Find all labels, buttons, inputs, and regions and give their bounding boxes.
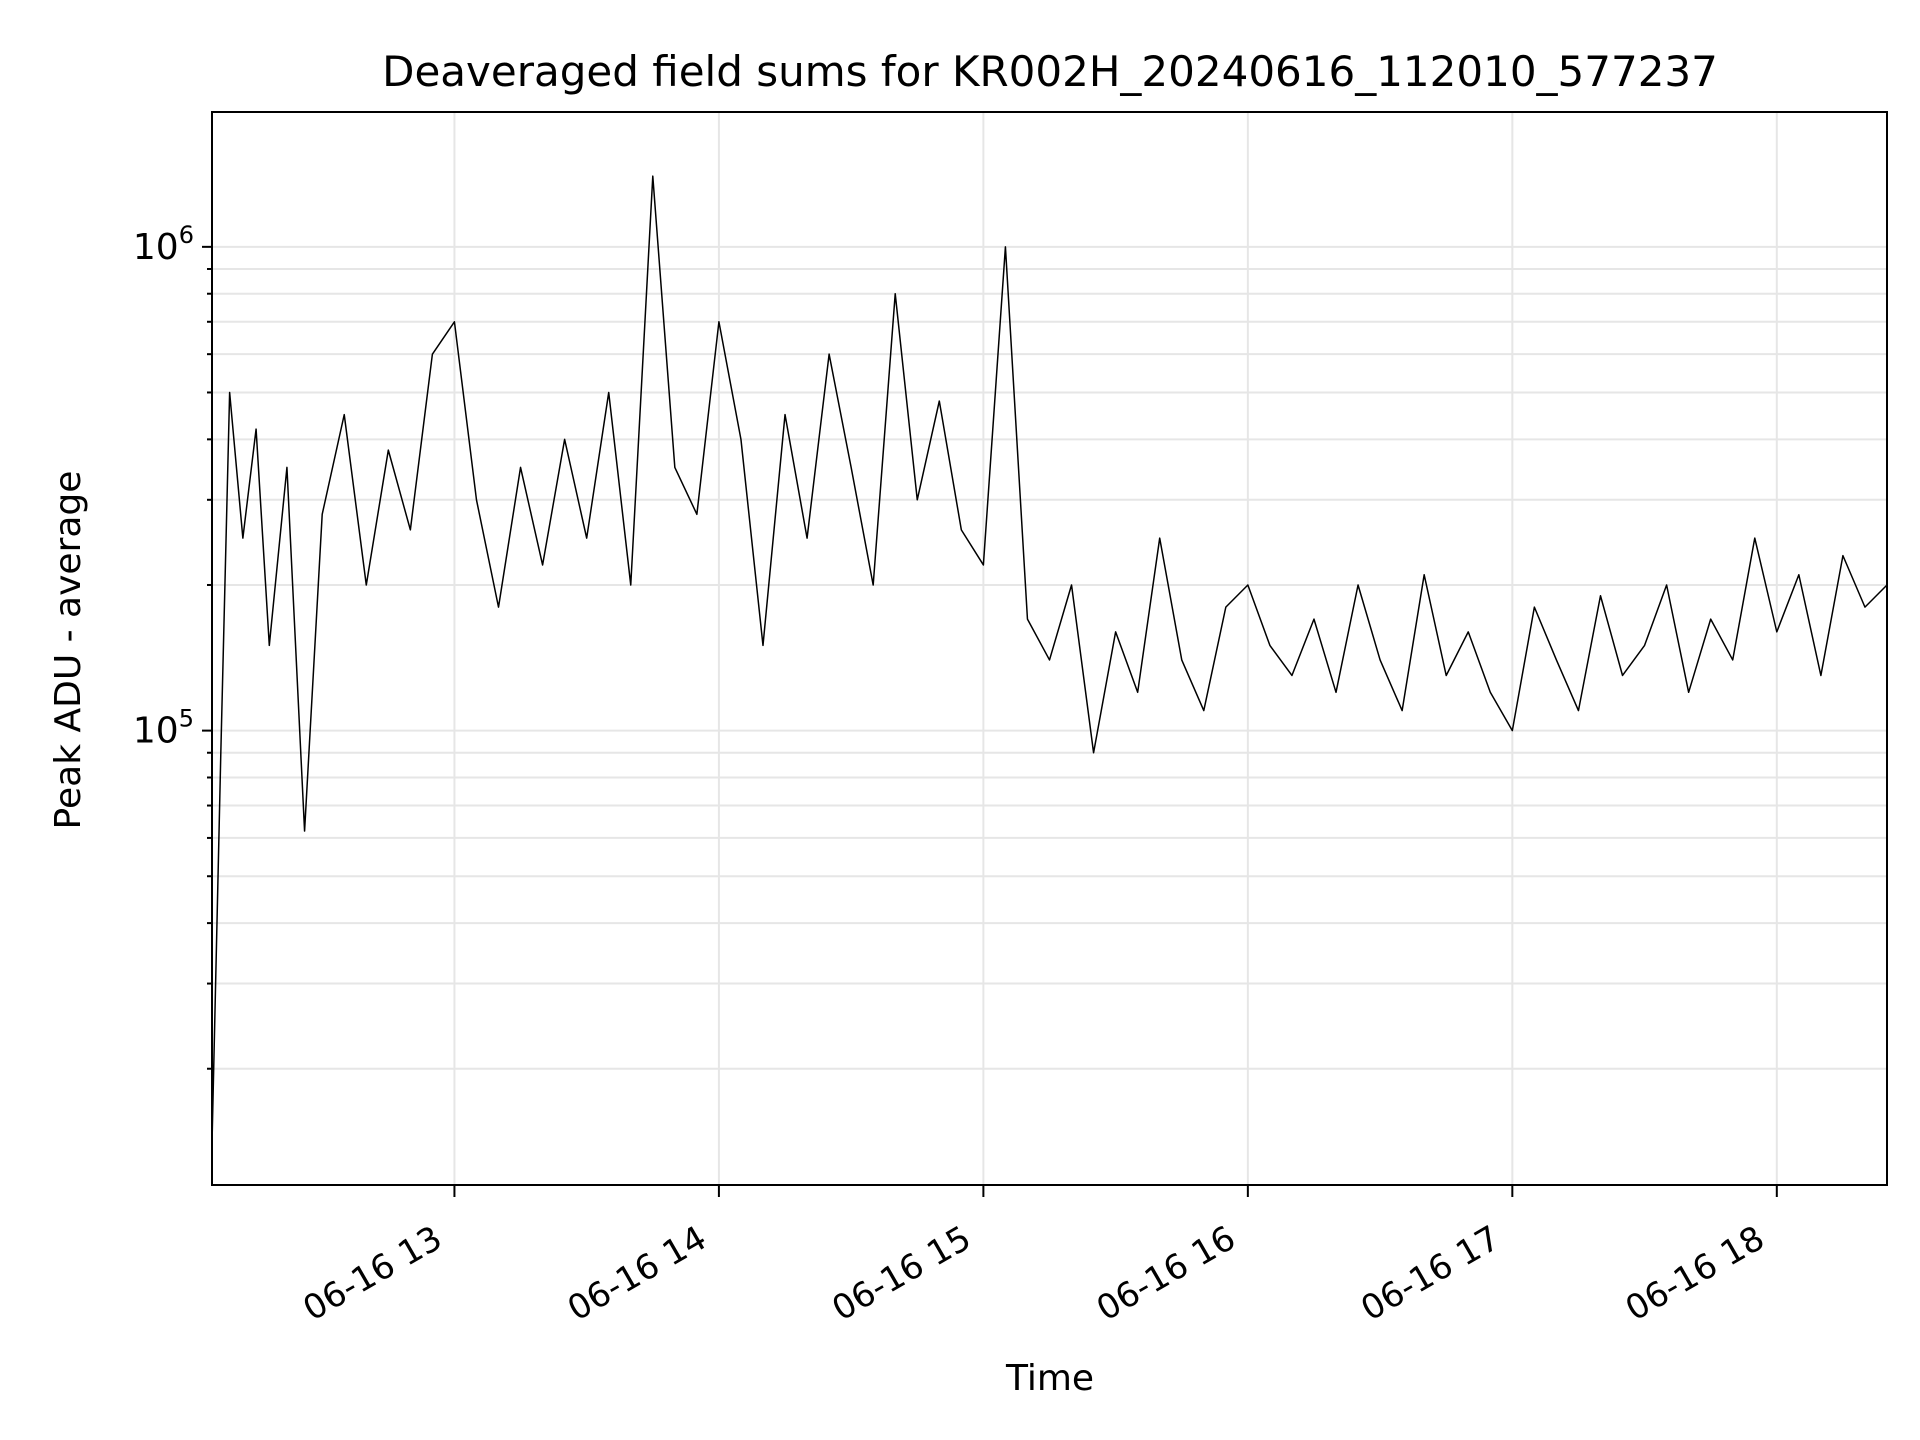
y-tick-label: 105	[133, 705, 194, 752]
chart-title: Deaveraged field sums for KR002H_2024061…	[382, 47, 1718, 96]
plot-area	[211, 175, 1888, 1144]
plot-frame	[211, 111, 1888, 1186]
grid-lines	[212, 112, 1887, 1185]
y-tick-label: 106	[133, 221, 194, 268]
data-series-line	[211, 175, 1888, 1144]
y-axis-label: Peak ADU - average	[48, 471, 89, 830]
x-axis-label: Time	[1005, 1358, 1094, 1399]
